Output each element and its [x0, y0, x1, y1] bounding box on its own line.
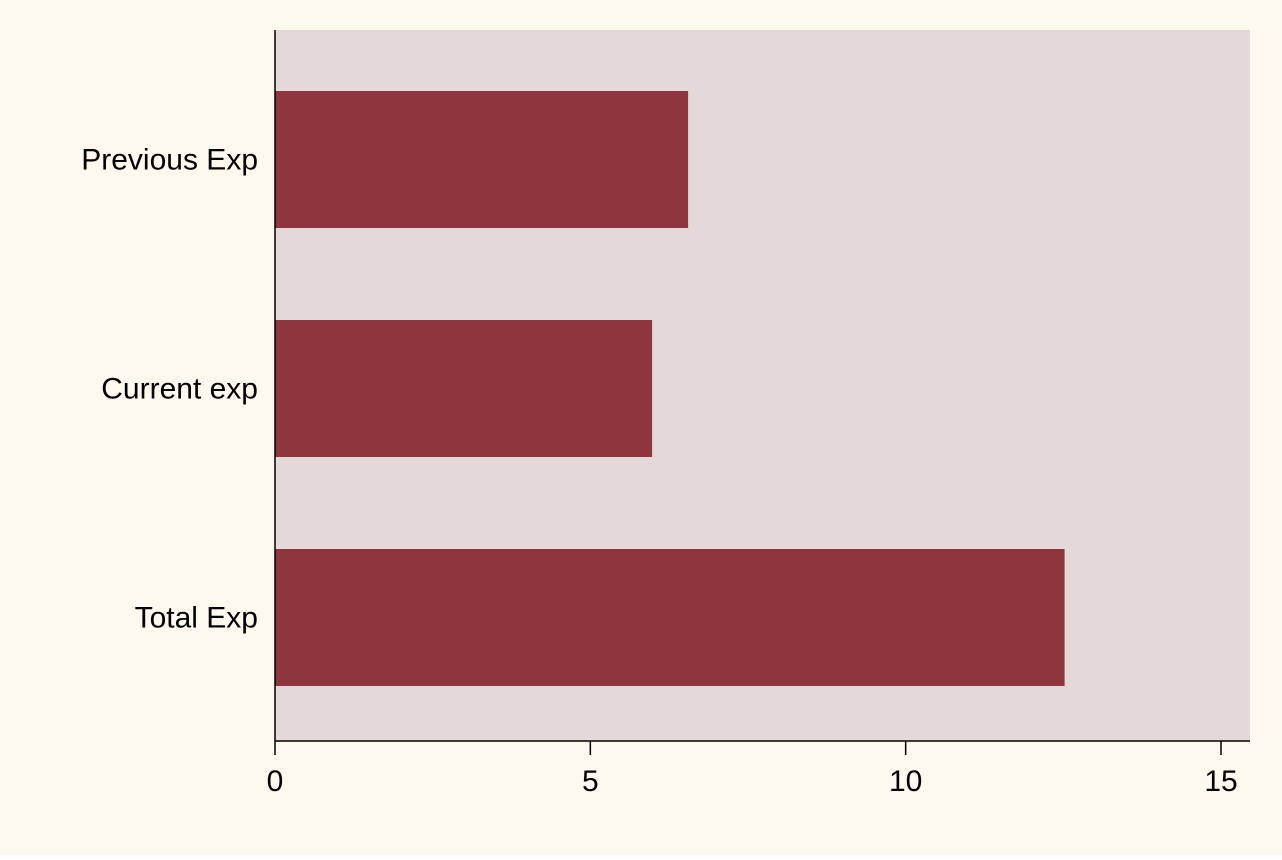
x-axis-ticks: 0 5 10 15 — [267, 741, 1238, 798]
y-tick-label: Previous Exp — [81, 144, 258, 177]
x-tick-label: 5 — [582, 765, 599, 798]
x-tick-label: 0 — [267, 765, 284, 798]
bar-total-exp — [275, 549, 1065, 686]
y-tick-label: Total Exp — [135, 602, 258, 635]
y-axis-labels: Previous Exp Current exp Total Exp — [81, 144, 258, 635]
bars-group — [275, 91, 1065, 686]
bar-current-exp — [275, 320, 653, 457]
x-tick-label: 10 — [889, 765, 922, 798]
bar-previous-exp — [275, 91, 689, 228]
x-tick-label: 15 — [1204, 765, 1237, 798]
y-tick-label: Current exp — [101, 373, 258, 406]
